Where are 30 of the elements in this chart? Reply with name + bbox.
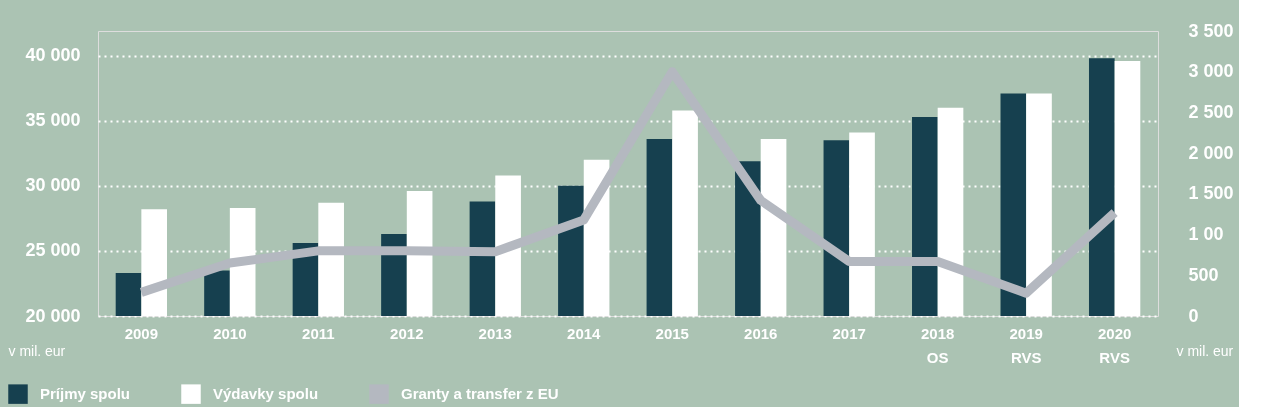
y-tick-label: 30 000 xyxy=(25,175,81,196)
x-tick-label: 2014 xyxy=(567,324,602,342)
y2-tick-label: 0 xyxy=(1188,305,1199,326)
y2-tick-label: 3 500 xyxy=(1188,20,1234,41)
x-tick-label: 2012 xyxy=(390,324,424,342)
y2-tick-label: 1 500 xyxy=(1188,183,1234,204)
x-tick-label: 2017 xyxy=(832,324,866,342)
y2-tick-label: 2 500 xyxy=(1188,101,1234,122)
y-tick-label: 20 000 xyxy=(25,305,81,326)
x-tick-label: 2019 RVS xyxy=(1009,324,1043,366)
x-tick-label: 2018 OS xyxy=(921,324,955,366)
x-tick-label: 2011 xyxy=(302,324,335,342)
legend-label: Výdavky spolu xyxy=(213,385,319,403)
y2-tick-label: 500 xyxy=(1188,264,1219,285)
y2-tick-label: 2 000 xyxy=(1188,142,1234,163)
x-tick-label: 2010 xyxy=(213,324,247,342)
y2-tick-label: 3 000 xyxy=(1188,61,1234,82)
x-tick-label: 2020 RVS xyxy=(1097,324,1132,366)
y-axis-title: v mil. eur xyxy=(8,342,66,359)
x-tick-label: 2016 xyxy=(744,324,778,342)
x-tick-label: 2013 xyxy=(478,324,512,342)
x-tick-label: 2009 xyxy=(124,324,159,342)
y-tick-label: 40 000 xyxy=(25,45,81,66)
x-tick-label: 2015 xyxy=(655,324,689,342)
legend-label: Granty a transfer z EU xyxy=(401,385,559,403)
y2-axis-title: v mil. eur xyxy=(1176,342,1234,359)
legend-label: Príjmy spolu xyxy=(40,385,131,403)
y-tick-label: 35 000 xyxy=(25,110,81,131)
y2-tick-label: 1 00 xyxy=(1188,224,1224,245)
y-tick-label: 25 000 xyxy=(25,240,81,261)
